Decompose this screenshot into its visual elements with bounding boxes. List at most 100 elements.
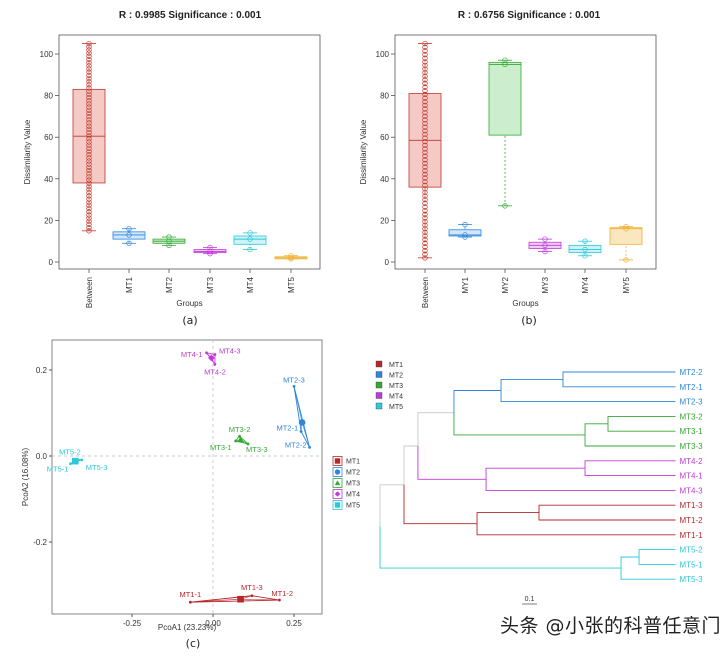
- data-point: [422, 255, 428, 261]
- branch: [403, 445, 418, 485]
- data-point: [86, 196, 92, 202]
- branch: [584, 460, 676, 469]
- data-point: [462, 232, 468, 238]
- sample-label: MT1-2: [271, 589, 293, 598]
- sample-point: [80, 458, 84, 462]
- leaf-label: MT2-3: [680, 398, 704, 407]
- data-point: [86, 85, 92, 91]
- data-point: [422, 164, 428, 170]
- legend-label: MT2: [346, 470, 360, 477]
- data-point: [462, 234, 468, 240]
- data-point: [86, 158, 92, 164]
- sample-point: [238, 434, 241, 438]
- data-point: [86, 148, 92, 155]
- data-point: [542, 248, 548, 255]
- data-point: [207, 248, 213, 255]
- legend-label: MT3: [389, 383, 403, 390]
- data-point: [422, 69, 428, 76]
- group-hull: [293, 385, 311, 448]
- data-point: [288, 253, 294, 259]
- centroid-marker: [298, 419, 306, 426]
- data-point: [422, 178, 428, 185]
- data-point: [623, 223, 629, 230]
- legend-marker: [334, 491, 341, 497]
- data-point: [422, 226, 428, 232]
- data-point: [86, 129, 92, 136]
- legend-marker: [334, 502, 341, 508]
- data-point: [422, 95, 428, 101]
- data-point: [86, 63, 92, 69]
- data-point: [422, 99, 428, 105]
- y-tick-label: 80: [380, 92, 389, 101]
- data-point: [86, 164, 92, 170]
- sample-point: [213, 353, 217, 356]
- x-tick-label: MY5: [622, 276, 631, 293]
- data-point: [86, 75, 92, 82]
- branch: [584, 434, 676, 447]
- data-point: [422, 200, 428, 207]
- series-mt4: [205, 351, 343, 499]
- data-point: [582, 253, 588, 259]
- data-point: [86, 190, 92, 196]
- data-point: [422, 128, 428, 134]
- data-point: [86, 155, 92, 161]
- x-tick-label: MY3: [541, 276, 550, 293]
- sample-point: [205, 351, 208, 355]
- data-point: [86, 69, 92, 75]
- legend-key: [375, 402, 383, 410]
- data-point: [126, 226, 132, 232]
- data-point: [86, 221, 92, 228]
- iqr-box: [609, 227, 643, 245]
- data-point: [422, 240, 428, 246]
- legend-label: MT3: [346, 481, 360, 488]
- x-tick-label: 0.25: [286, 619, 302, 628]
- data-point: [86, 117, 92, 123]
- data-point: [247, 230, 253, 236]
- scale-bar-label: 0.1: [525, 596, 535, 603]
- data-point: [86, 72, 92, 78]
- legend-key: [375, 371, 383, 378]
- data-point: [542, 242, 548, 249]
- data-point: [422, 135, 428, 141]
- data-point: [422, 40, 428, 47]
- x-axis-label: Groups: [176, 299, 202, 308]
- data-point: [422, 171, 428, 177]
- legend-label: MT1: [389, 362, 403, 369]
- iqr-box: [568, 244, 602, 254]
- leaf-label: MT3-2: [680, 412, 704, 421]
- data-point: [422, 120, 428, 127]
- sample-point: [75, 458, 79, 461]
- data-point: [422, 189, 428, 196]
- leaf-label: MT4-3: [680, 486, 704, 495]
- y-axis-label: Dissimilarity Value: [359, 119, 368, 184]
- branch: [500, 378, 563, 391]
- data-point: [126, 240, 132, 246]
- branch: [417, 412, 454, 446]
- data-point: [166, 242, 172, 249]
- data-point: [422, 149, 428, 156]
- iqr-box: [233, 235, 267, 245]
- x-tick-label: MT1: [125, 276, 134, 293]
- y-tick-label: 20: [380, 216, 389, 225]
- data-point: [86, 123, 92, 129]
- legend-key: [375, 360, 383, 368]
- branch: [476, 512, 539, 524]
- sample-point: [234, 439, 238, 443]
- branch: [453, 412, 586, 436]
- sample-label: MT2-1: [276, 423, 298, 432]
- branch: [379, 526, 622, 569]
- sample-label: MT3-2: [229, 425, 251, 434]
- data-point: [86, 120, 92, 126]
- branch: [453, 390, 502, 413]
- data-point: [502, 57, 508, 63]
- data-point: [86, 186, 92, 193]
- sample-label: MT3-1: [210, 443, 232, 452]
- sample-label: MT4-2: [204, 367, 226, 376]
- data-point: [86, 56, 92, 63]
- sample-point: [250, 594, 254, 598]
- data-point: [422, 157, 428, 163]
- data-point: [86, 199, 92, 205]
- data-point: [86, 104, 92, 110]
- data-point: [86, 107, 92, 113]
- x-tick-label: Between: [421, 277, 430, 308]
